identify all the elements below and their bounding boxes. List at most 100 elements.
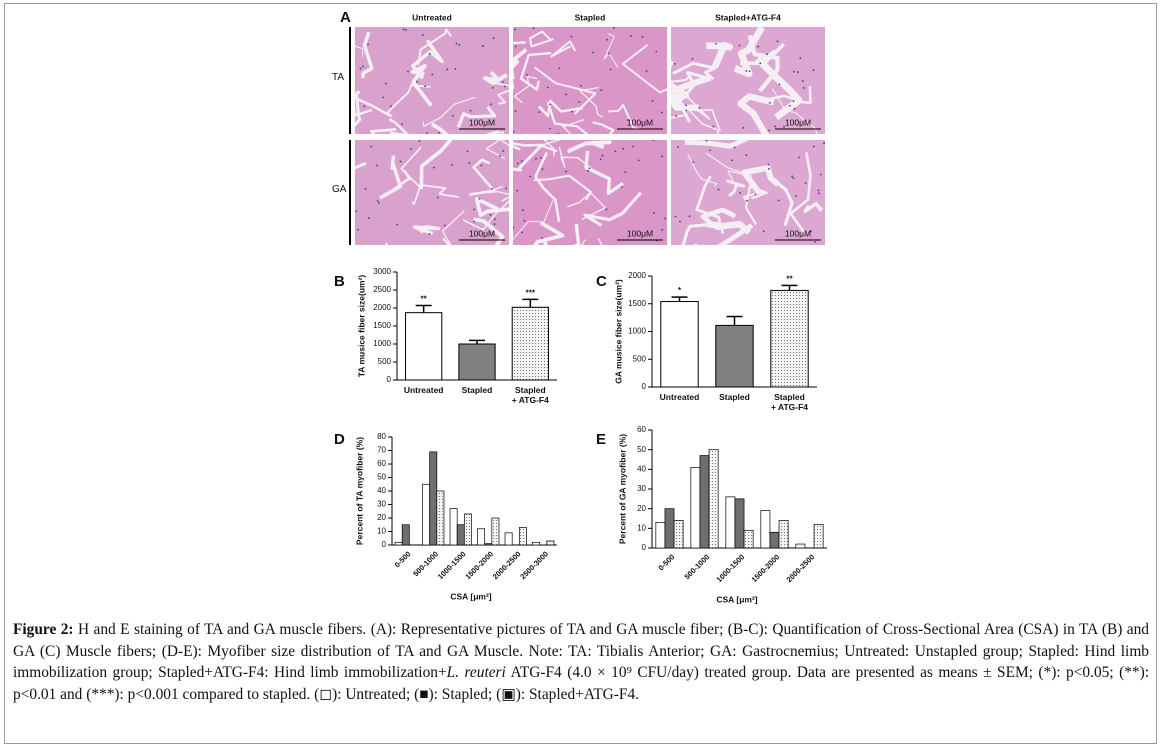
fiber-gap <box>421 184 460 198</box>
nucleus <box>630 35 632 37</box>
bar <box>743 529 754 549</box>
nucleus <box>516 162 519 165</box>
fiber-gap <box>566 140 612 154</box>
fiber-gap <box>378 155 403 200</box>
nucleus <box>588 167 591 170</box>
nucleus <box>446 68 449 71</box>
nucleus <box>731 159 733 162</box>
nucleus <box>359 67 362 70</box>
nucleus <box>489 213 492 216</box>
bar <box>394 541 403 546</box>
nucleus <box>794 195 797 198</box>
nucleus <box>606 38 608 41</box>
nucleus <box>660 111 663 114</box>
x-tick-label: 1500-2000 <box>463 549 495 581</box>
fiber-gap <box>726 179 746 197</box>
nucleus <box>778 83 781 86</box>
scale-bar-label: 100μM <box>785 228 811 238</box>
fiber-gaps <box>513 27 667 134</box>
nucleus <box>661 228 664 231</box>
nucleus <box>501 81 504 83</box>
x-tick-label-line: + ATG-F4 <box>771 402 808 412</box>
nucleus <box>494 218 496 220</box>
y-tick-label: 0 <box>382 540 387 549</box>
x-tick-label: Stapled <box>719 392 750 402</box>
x-tick-label: 1000-1500 <box>715 552 747 584</box>
fiber-gap <box>592 121 615 134</box>
fiber-gaps <box>355 28 509 134</box>
nucleus <box>522 209 524 212</box>
y-tick-label: 2500 <box>373 285 391 294</box>
nucleus <box>715 42 717 45</box>
fiber-gap <box>550 40 577 58</box>
fiber-gap <box>733 27 765 78</box>
nucleus <box>491 86 494 89</box>
nucleus <box>431 73 434 76</box>
significance: ** <box>786 275 793 284</box>
error-bar <box>469 339 485 344</box>
nucleus <box>523 219 526 222</box>
nucleus <box>757 45 760 48</box>
bar <box>504 532 513 546</box>
nucleus <box>796 71 799 74</box>
fiber-gap <box>743 191 764 201</box>
nucleus <box>466 150 469 153</box>
nucleus <box>516 189 519 192</box>
nucleus <box>768 129 771 132</box>
error-bar <box>522 298 539 308</box>
bar <box>715 324 754 388</box>
fiber-gap <box>534 66 597 115</box>
nucleus <box>685 109 688 112</box>
bar <box>511 306 549 381</box>
nucleus <box>810 230 812 233</box>
fiber-gap <box>513 76 538 104</box>
fiber-gap <box>389 118 409 134</box>
nucleus <box>357 228 359 231</box>
fiber-gap <box>361 31 374 79</box>
panel-label: E <box>596 431 606 448</box>
bar <box>456 524 465 546</box>
nucleus <box>823 142 825 145</box>
fiber-gaps <box>355 140 509 245</box>
nucleus <box>776 40 779 43</box>
bar <box>770 289 809 388</box>
bar <box>458 343 496 381</box>
nucleus <box>768 101 771 104</box>
micrograph: 100μM <box>513 140 667 245</box>
nucleus <box>655 50 658 53</box>
nucleus <box>641 36 644 38</box>
y-tick-label: 60 <box>637 425 646 434</box>
bar <box>660 301 699 388</box>
y-axis-label: GA musice fiber size(um²) <box>613 279 623 384</box>
x-tick-label: 2000-2500 <box>785 552 817 584</box>
nucleus <box>733 146 736 149</box>
bar <box>769 531 780 549</box>
nucleus <box>410 147 413 150</box>
fiber-gap <box>411 39 444 80</box>
nucleus <box>580 84 583 87</box>
nucleus <box>401 123 403 126</box>
y-axis-label: Percent of TA myofiber (%) <box>354 437 364 545</box>
nucleus <box>705 140 708 142</box>
fiber-gap <box>462 196 509 231</box>
fiber-gap <box>355 90 362 128</box>
nucleus <box>367 43 369 46</box>
nucleus <box>793 70 795 73</box>
caption: Figure 2: H and E staining of TA and GA … <box>13 619 1149 705</box>
fiber-gap <box>384 242 389 245</box>
nucleus <box>428 233 431 235</box>
nucleus <box>526 73 528 76</box>
nucleus <box>424 85 427 88</box>
bar <box>708 449 719 549</box>
fiber-gap <box>513 200 554 240</box>
fiber-gap <box>754 56 803 121</box>
nucleus <box>675 115 678 118</box>
nucleus <box>612 27 615 29</box>
bar <box>405 312 443 381</box>
x-tick-label: Untreated <box>660 392 700 402</box>
nucleus <box>541 237 543 239</box>
nucleus <box>712 125 715 128</box>
nucleus <box>627 119 629 121</box>
nucleus <box>558 67 561 70</box>
fiber-gap <box>422 96 476 128</box>
